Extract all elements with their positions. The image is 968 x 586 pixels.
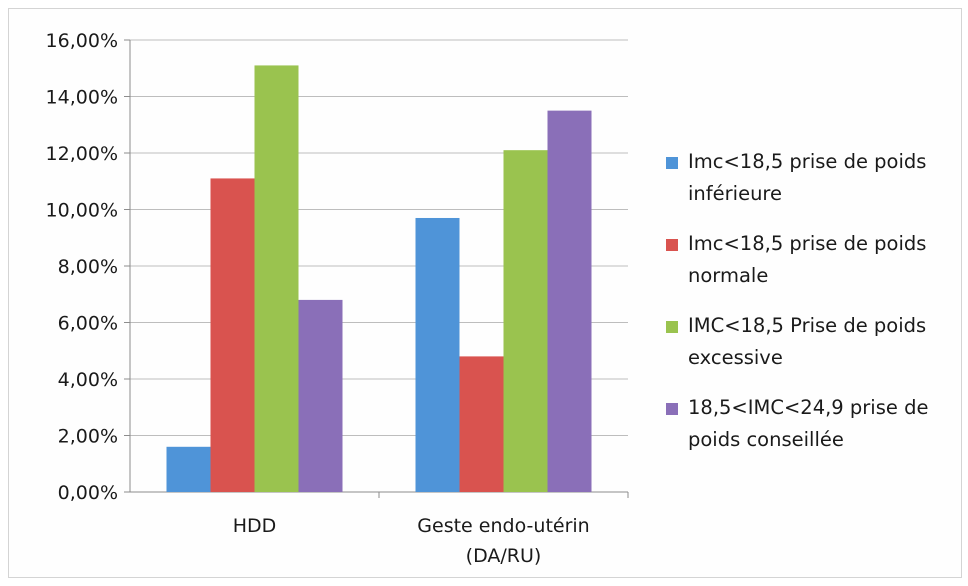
bar [547,110,592,492]
bar [254,65,299,493]
bar [210,178,255,493]
bar [503,150,548,493]
legend-label-line-2: normale [688,264,769,287]
y-tick-label: 0,00% [58,482,118,504]
bars [166,65,592,493]
bar [298,299,343,492]
legend-item-series-3: IMC<18,5 Prise de poids excessive [662,310,962,374]
legend-swatch [666,321,678,333]
bar [415,217,460,492]
legend-label-line-2: poids conseillée [688,428,844,451]
y-tick-label: 2,00% [58,426,118,448]
y-tick-label: 8,00% [58,256,118,278]
y-tick-label: 12,00% [46,143,118,165]
legend-label-line-1: Imc<18,5 prise de poids [688,232,927,255]
legend-item-series-4: 18,5<IMC<24,9 prise de poids conseillée [662,392,962,456]
legend-label-line-1: IMC<18,5 Prise de poids [688,314,927,337]
category-label: (DA/RU) [466,545,542,567]
legend-label-line-1: 18,5<IMC<24,9 prise de [688,396,929,419]
y-tick-label: 4,00% [58,369,118,391]
legend-item-series-2: Imc<18,5 prise de poids normale [662,228,962,292]
legend-label-line-2: inférieure [688,182,783,205]
legend-swatch [666,403,678,415]
category-labels: HDD Geste endo-utérin (DA/RU) [233,515,590,567]
y-tick-label: 10,00% [46,200,118,222]
bar [459,356,504,492]
bar [166,446,211,492]
legend-swatch [666,239,678,251]
y-tick-label: 16,00% [46,30,118,52]
category-label: HDD [233,515,277,537]
legend-label-line-1: Imc<18,5 prise de poids [688,150,927,173]
y-tick-label: 6,00% [58,313,118,335]
y-tick-label: 14,00% [46,87,118,109]
legend-label-line-2: excessive [688,346,783,369]
legend: Imc<18,5 prise de poids inférieure Imc<1… [662,146,962,474]
category-label: Geste endo-utérin [417,515,589,537]
y-tick-labels: 0,00% 2,00% 4,00% 6,00% 8,00% 10,00% 12,00% 14,… [46,30,118,504]
legend-swatch [666,157,678,169]
legend-item-series-1: Imc<18,5 prise de poids inférieure [662,146,962,210]
